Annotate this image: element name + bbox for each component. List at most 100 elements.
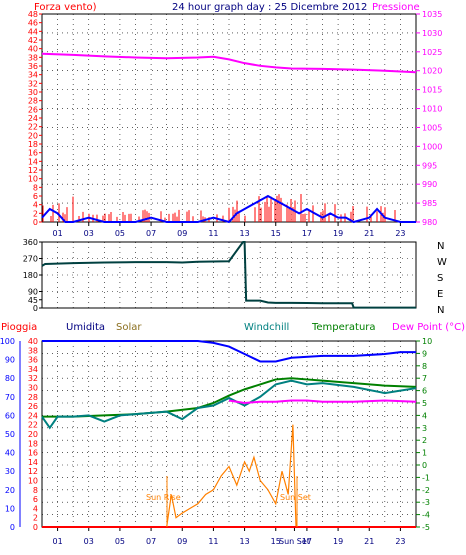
- x-tick-label: 23: [395, 229, 405, 238]
- pioggia-tick-label: 12: [28, 467, 38, 476]
- pioggia-tick-label: 26: [28, 402, 38, 411]
- pioggia-tick-label: 24: [28, 411, 38, 420]
- chart-title: 24 hour graph day : 25 Dicembre 2012: [172, 2, 367, 13]
- x-tick-label: 01: [52, 537, 62, 546]
- temperature-panel: [41, 340, 417, 528]
- left-tick-label: 40: [28, 45, 38, 54]
- left-tick-label: 42: [28, 36, 38, 45]
- temperature-tick-label: -2: [422, 486, 430, 495]
- x-tick-label: 15: [271, 229, 281, 238]
- x-tick-label: 03: [84, 229, 94, 238]
- temperature-tick-label: 7: [422, 374, 427, 383]
- left-tick-label: 30: [28, 88, 38, 97]
- series-forza-vento: [41, 194, 416, 224]
- umidita-tick-label: 80: [5, 374, 15, 383]
- x-tick-label: 17: [302, 229, 312, 238]
- umidita-tick-label: 100: [0, 337, 15, 346]
- temperature-tick-label: 9: [422, 349, 427, 358]
- umidita-tick-label: 20: [5, 486, 15, 495]
- compass-s: S: [437, 273, 443, 284]
- x-tick-label: 05: [115, 537, 125, 546]
- umidita-tick-label: 0: [10, 523, 15, 532]
- left-tick-label: 38: [28, 53, 38, 62]
- x-tick-label: 17: [302, 537, 312, 546]
- left-tick-label: 36: [28, 62, 38, 71]
- pioggia-tick-label: 10: [28, 477, 38, 486]
- left-tick-label: 34: [28, 71, 38, 80]
- left-tick-label: 12: [28, 166, 38, 175]
- pioggia-label: Pioggia: [1, 322, 37, 333]
- umidita-tick-label: 30: [5, 467, 15, 476]
- left-tick-label: 16: [28, 149, 38, 158]
- left-tick-label: 2: [33, 209, 38, 218]
- temperature-tick-label: -3: [422, 498, 430, 507]
- temperature-tick-label: 10: [422, 337, 432, 346]
- compass-w: W: [437, 257, 447, 268]
- left-tick-label: 48: [28, 10, 38, 19]
- pioggia-tick-label: 28: [28, 393, 38, 402]
- temperature-tick-label: 1: [422, 449, 427, 458]
- pioggia-tick-label: 38: [28, 346, 38, 355]
- left-tick-label: 20: [28, 131, 38, 140]
- left-tick-label: 8: [33, 183, 38, 192]
- x-tick-label: 13: [239, 537, 249, 546]
- series-umidita: [42, 340, 416, 363]
- x-tick-label: 03: [84, 537, 94, 546]
- direction-tick-label: 90: [28, 288, 38, 297]
- umidita-tick-label: 60: [5, 411, 15, 420]
- umidita-tick-label: 40: [5, 449, 15, 458]
- x-tick-label: 07: [146, 229, 156, 238]
- x-tick-label: 19: [333, 537, 343, 546]
- pioggia-tick-label: 32: [28, 374, 38, 383]
- windchill-label: Windchill: [244, 322, 289, 333]
- direction-tick-label: 270: [23, 255, 38, 264]
- x-tick-label: 23: [395, 537, 405, 546]
- x-tick-label: 09: [177, 537, 187, 546]
- series-dew-point: [228, 399, 417, 405]
- right-tick-label: 1030: [422, 29, 442, 38]
- forza-vento-label: Forza vento): [34, 2, 97, 13]
- pioggia-tick-label: 2: [33, 514, 38, 523]
- direction-tick-label: 180: [23, 271, 38, 280]
- temperature-tick-label: -4: [422, 511, 430, 520]
- pioggia-tick-label: 20: [28, 430, 38, 439]
- pioggia-tick-label: 30: [28, 384, 38, 393]
- x-tick-label: 11: [208, 537, 218, 546]
- series-solar: [166, 424, 297, 528]
- left-tick-label: 0: [33, 218, 38, 227]
- sun-set-label: Sun Set: [280, 493, 311, 502]
- right-tick-label: 1015: [422, 86, 442, 95]
- series-pressione: [41, 52, 417, 74]
- x-tick-label: 11: [208, 229, 218, 238]
- temperature-tick-label: 3: [422, 424, 427, 433]
- left-tick-label: 4: [33, 201, 38, 210]
- right-tick-label: 1025: [422, 48, 442, 57]
- x-tick-label: 15: [271, 537, 281, 546]
- left-tick-label: 26: [28, 105, 38, 114]
- umidita-tick-label: 70: [5, 393, 15, 402]
- compass-e: E: [437, 289, 443, 300]
- pioggia-tick-label: 14: [28, 458, 38, 467]
- pioggia-tick-label: 40: [28, 337, 38, 346]
- x-tick-label: 13: [239, 229, 249, 238]
- pioggia-tick-label: 18: [28, 439, 38, 448]
- pioggia-tick-label: 22: [28, 421, 38, 430]
- left-tick-label: 32: [28, 79, 38, 88]
- temperature-tick-label: 0: [422, 461, 427, 470]
- left-tick-label: 24: [28, 114, 38, 123]
- direction-tick-label: 0: [33, 304, 38, 313]
- right-tick-label: 1020: [422, 67, 442, 76]
- temperature-tick-label: 4: [422, 411, 427, 420]
- right-tick-label: 980: [422, 218, 437, 227]
- series-wind-direction: [41, 241, 416, 309]
- temperature-tick-label: 6: [422, 387, 427, 396]
- umidita-label: Umidita: [66, 322, 105, 333]
- temperature-tick-label: -1: [422, 473, 430, 482]
- x-tick-label: 05: [115, 229, 125, 238]
- direction-tick-label: 360: [23, 238, 38, 247]
- x-tick-label: 21: [364, 537, 374, 546]
- sun-rise-label: Sun Rise: [146, 493, 181, 502]
- x-tick-label: 07: [146, 537, 156, 546]
- pioggia-tick-label: 36: [28, 356, 38, 365]
